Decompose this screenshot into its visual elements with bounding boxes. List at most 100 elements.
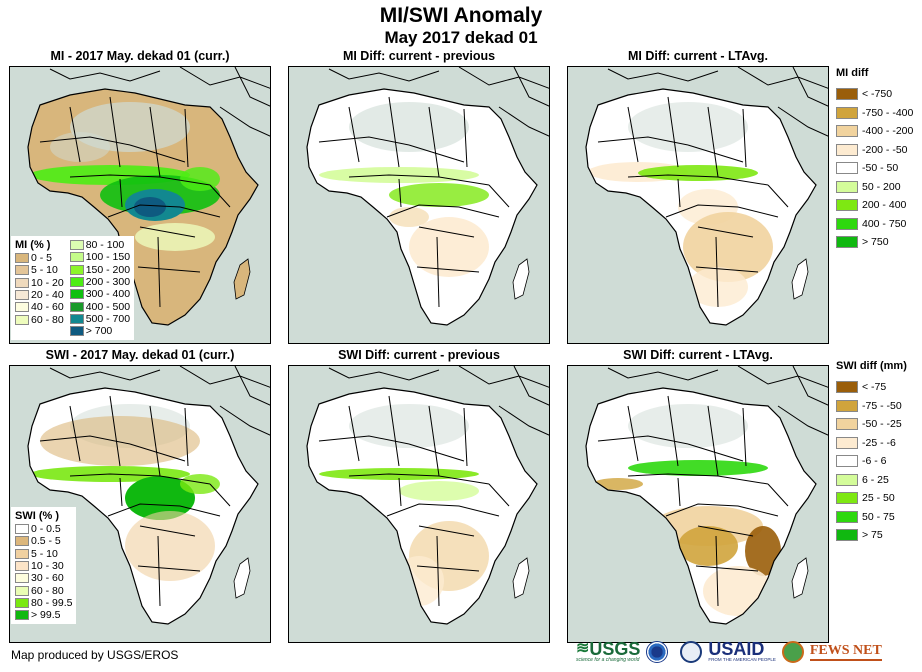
country-border (209, 184, 231, 208)
country-border (149, 106, 161, 178)
country-border (408, 144, 465, 163)
value-region (180, 167, 220, 191)
africa-map-svg (306, 67, 549, 326)
legend-swi-diff-item: 50 - 75 (836, 508, 907, 527)
legend-label: -200 - -50 (862, 143, 908, 156)
country-border (488, 184, 510, 208)
legend-swi-item: 0 - 0.5 (15, 523, 72, 535)
country-border (398, 178, 402, 208)
legend-swatch (836, 217, 858, 230)
value-region (703, 566, 773, 616)
country-border (436, 535, 440, 607)
legend-mi-item: 0 - 5 (15, 252, 64, 264)
europe-mideast-borders (607, 366, 828, 436)
legend-swatch (836, 492, 858, 505)
legend-swatch (836, 180, 858, 193)
country-border (665, 503, 779, 517)
legend-swi-item: > 99.5 (15, 609, 72, 621)
legend-mi-item: 10 - 20 (15, 277, 64, 289)
country-border (677, 178, 681, 208)
country-border (667, 96, 679, 168)
legend-swi-title: SWI (% ) (15, 510, 59, 522)
legend-swi-diff-item: 25 - 50 (836, 489, 907, 508)
value-region (349, 404, 469, 448)
legend-label: 400 - 750 (862, 217, 907, 230)
country-border (388, 96, 400, 168)
legend-swatch (836, 529, 858, 542)
country-border (139, 226, 196, 238)
panel-title-swi-diff-previous: SWI Diff: current - previous (338, 348, 500, 362)
country-border (742, 108, 747, 168)
value-region (683, 212, 773, 282)
legend-swatch (15, 561, 29, 572)
country-border (667, 395, 679, 467)
legend-swatch (15, 585, 29, 596)
legend-label: -25 - -6 (862, 436, 896, 449)
legend-label: 0 - 0.5 (31, 523, 61, 536)
legend-swatch (836, 143, 858, 156)
legend-swatch (15, 573, 29, 584)
country-border (348, 405, 360, 462)
country-border (398, 477, 402, 507)
legend-mi-item: 500 - 700 (69, 313, 130, 325)
map-swi-diff-ltavg (567, 365, 829, 643)
country-border (463, 407, 468, 467)
legend-swatch (836, 88, 858, 101)
partner-logos: ≋ USGS science for a changing world USAID… (576, 640, 882, 663)
country-border (69, 174, 211, 186)
country-border (687, 443, 744, 462)
country-border (137, 565, 201, 572)
legend-label: 150 - 200 (85, 263, 131, 276)
europe-mideast-borders (49, 366, 270, 436)
country-border (687, 144, 744, 163)
legend-swatch (15, 548, 29, 559)
country-border (436, 236, 440, 308)
legend-label: 20 - 40 (31, 289, 64, 302)
legend-swi-diff-item: -75 - -50 (836, 397, 907, 416)
legend-mi-diff-item: < -750 (836, 85, 913, 104)
europe-mideast-borders (328, 67, 549, 137)
legend-swatch (15, 265, 29, 276)
country-border (157, 535, 161, 607)
main-title: MI/SWI Anomaly (379, 4, 543, 27)
legend-mi-diff-title: MI diff (836, 67, 869, 79)
country-border (157, 236, 161, 308)
value-region (688, 267, 748, 307)
value-region (593, 478, 643, 490)
legend-swatch (15, 610, 29, 621)
legend-label: -50 - -25 (862, 418, 902, 431)
country-border (715, 236, 719, 308)
country-border (184, 407, 189, 467)
legend-label: 0.5 - 5 (31, 535, 61, 548)
legend-label: 5 - 10 (31, 547, 58, 560)
legend-swi-item: 0.5 - 5 (15, 535, 72, 547)
country-border (695, 565, 759, 572)
legend-label: 80 - 99.5 (31, 596, 73, 609)
legend-swatch (836, 381, 858, 394)
country-border (348, 174, 490, 186)
country-border (137, 266, 201, 273)
value-region (134, 197, 166, 217)
subtitle: May 2017 dekad 01 (384, 28, 538, 47)
country-border (129, 144, 186, 163)
country-border (149, 405, 161, 477)
legend-label: 400 - 500 (85, 300, 131, 313)
legend-swatch (15, 597, 29, 608)
legend-label: > 99.5 (31, 609, 61, 622)
legend-label: 5 - 10 (31, 264, 58, 277)
legend-swi-diff-item: > 75 (836, 526, 907, 545)
country-border (109, 395, 121, 467)
country-border (463, 108, 468, 168)
africa-map-svg (585, 67, 828, 326)
country-border (697, 525, 754, 537)
legend-swatch (15, 536, 29, 547)
country-border (129, 443, 186, 462)
legend-label: 30 - 60 (31, 572, 64, 585)
country-border (695, 266, 759, 273)
usaid-logo: USAID FROM THE AMERICAN PEOPLE (708, 639, 776, 663)
legend-label: 100 - 150 (85, 251, 131, 264)
legend-mi-diff-item: -400 - -200 (836, 122, 913, 141)
legend-swatch (836, 473, 858, 486)
legend-swatch (69, 313, 84, 324)
legend-label: 10 - 20 (31, 276, 64, 289)
